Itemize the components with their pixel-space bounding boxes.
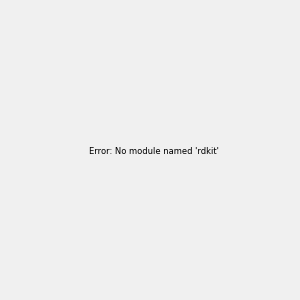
Text: Error: No module named 'rdkit': Error: No module named 'rdkit' (89, 147, 219, 156)
